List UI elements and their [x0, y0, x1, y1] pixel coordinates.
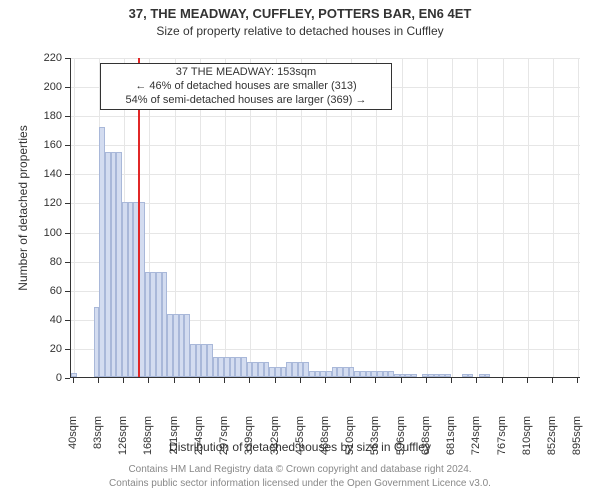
ytick-label: 220 [34, 52, 62, 64]
annotation-line: 37 THE MEADWAY: 153sqm [107, 66, 385, 80]
xtick-label: 681sqm [445, 416, 457, 466]
gridline-v [578, 58, 579, 377]
ytick-mark [65, 116, 70, 117]
xtick-label: 596sqm [395, 416, 407, 466]
bar [468, 374, 474, 377]
xtick-label: 83sqm [92, 416, 104, 466]
annotation-box: 37 THE MEADWAY: 153sqm← 46% of detached … [100, 63, 392, 110]
ytick-mark [65, 233, 70, 234]
xtick-mark [73, 378, 74, 383]
xtick-label: 211sqm [168, 416, 180, 466]
xtick-label: 468sqm [319, 416, 331, 466]
xtick-label: 510sqm [344, 416, 356, 466]
gridline-v [477, 58, 478, 377]
xtick-label: 553sqm [369, 416, 381, 466]
xtick-label: 638sqm [420, 416, 432, 466]
ytick-label: 160 [34, 139, 62, 151]
ytick-label: 100 [34, 227, 62, 239]
annotation-line: ← 46% of detached houses are smaller (31… [107, 80, 385, 94]
xtick-mark [148, 378, 149, 383]
ytick-mark [65, 349, 70, 350]
xtick-mark [527, 378, 528, 383]
bar [71, 373, 77, 377]
xtick-mark [426, 378, 427, 383]
xtick-mark [350, 378, 351, 383]
xtick-mark [174, 378, 175, 383]
xtick-mark [249, 378, 250, 383]
ytick-mark [65, 58, 70, 59]
ytick-mark [65, 145, 70, 146]
xtick-label: 168sqm [142, 416, 154, 466]
xtick-mark [375, 378, 376, 383]
xtick-mark [502, 378, 503, 383]
xtick-mark [98, 378, 99, 383]
ytick-label: 80 [34, 256, 62, 268]
xtick-label: 724sqm [470, 416, 482, 466]
xtick-label: 425sqm [294, 416, 306, 466]
annotation-line: 54% of semi-detached houses are larger (… [107, 94, 385, 108]
gridline-v [74, 58, 75, 377]
ytick-label: 0 [34, 372, 62, 384]
xtick-mark [552, 378, 553, 383]
xtick-label: 339sqm [243, 416, 255, 466]
xtick-mark [476, 378, 477, 383]
xtick-mark [401, 378, 402, 383]
ytick-mark [65, 87, 70, 88]
ytick-mark [65, 262, 70, 263]
gridline-v [452, 58, 453, 377]
xtick-label: 895sqm [571, 416, 583, 466]
footer-line-1: Contains HM Land Registry data © Crown c… [0, 464, 600, 475]
gridline-v [553, 58, 554, 377]
footer-line-2: Contains public sector information licen… [0, 478, 600, 489]
xtick-label: 767sqm [496, 416, 508, 466]
gridline-v [528, 58, 529, 377]
xtick-mark [300, 378, 301, 383]
ytick-label: 140 [34, 168, 62, 180]
ytick-label: 20 [34, 343, 62, 355]
xtick-label: 40sqm [67, 416, 79, 466]
xtick-mark [577, 378, 578, 383]
ytick-mark [65, 378, 70, 379]
xtick-mark [325, 378, 326, 383]
xtick-label: 126sqm [117, 416, 129, 466]
xtick-mark [451, 378, 452, 383]
bar [411, 374, 417, 377]
ytick-mark [65, 291, 70, 292]
ytick-mark [65, 174, 70, 175]
xtick-mark [275, 378, 276, 383]
ytick-label: 40 [34, 314, 62, 326]
xtick-label: 382sqm [269, 416, 281, 466]
bar [485, 374, 491, 377]
xtick-mark [224, 378, 225, 383]
xtick-label: 297sqm [218, 416, 230, 466]
ytick-mark [65, 320, 70, 321]
ytick-label: 60 [34, 285, 62, 297]
chart-title: 37, THE MEADWAY, CUFFLEY, POTTERS BAR, E… [0, 6, 600, 21]
gridline-v [503, 58, 504, 377]
y-axis-label: Number of detached properties [16, 108, 30, 308]
xtick-label: 852sqm [546, 416, 558, 466]
bar [445, 374, 451, 377]
xtick-label: 254sqm [193, 416, 205, 466]
xtick-mark [199, 378, 200, 383]
ytick-label: 200 [34, 81, 62, 93]
xtick-mark [123, 378, 124, 383]
gridline-v [402, 58, 403, 377]
xtick-label: 810sqm [521, 416, 533, 466]
chart-subtitle: Size of property relative to detached ho… [0, 24, 600, 38]
ytick-label: 120 [34, 197, 62, 209]
ytick-label: 180 [34, 110, 62, 122]
gridline-v [427, 58, 428, 377]
ytick-mark [65, 203, 70, 204]
